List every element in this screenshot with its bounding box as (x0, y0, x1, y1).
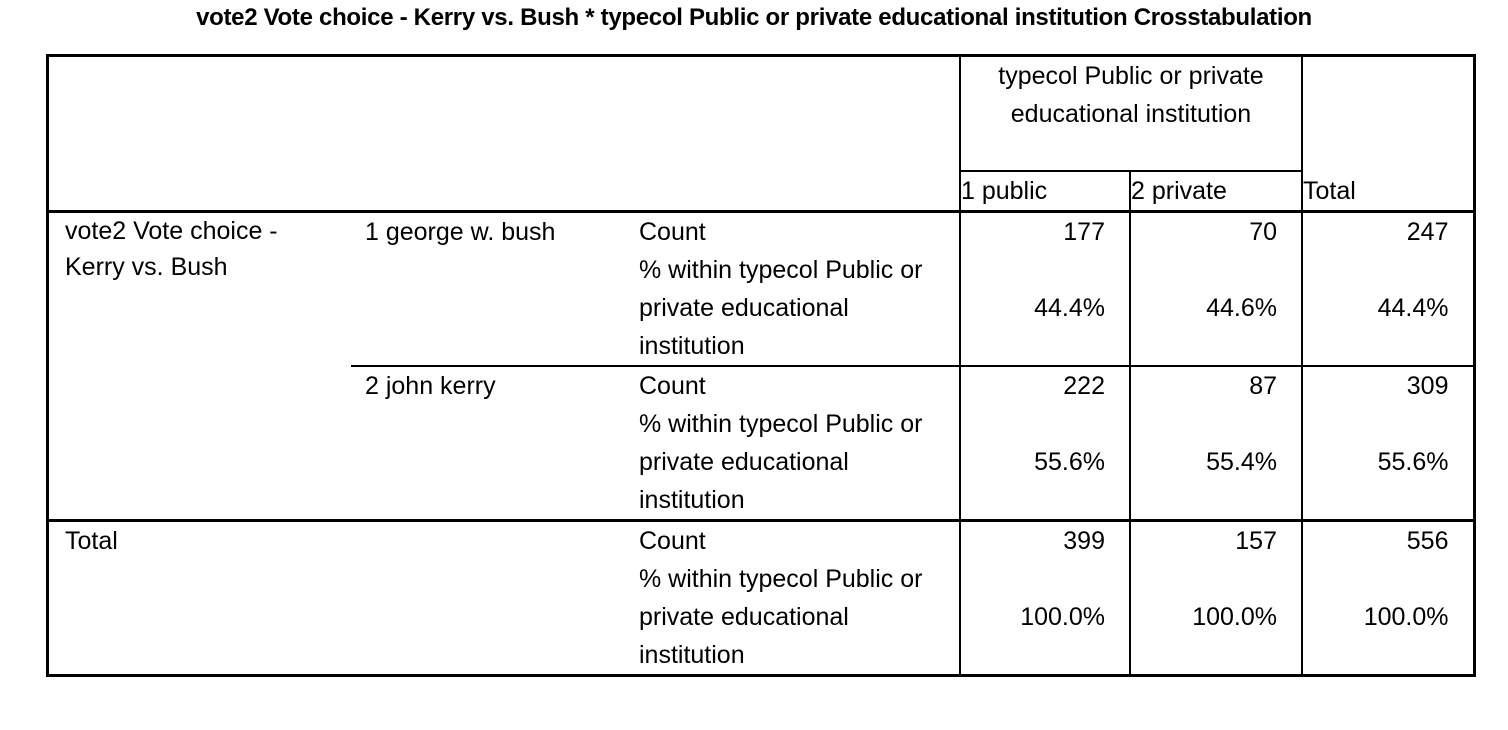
row-total-label-text: Total (65, 527, 118, 555)
stat-label-percent: % within typecol Public or private educa… (639, 560, 960, 676)
table-row: % within typecol Public or private educa… (48, 405, 1474, 521)
cell-value: 247 (1301, 210, 1474, 251)
cell-value: 55.4% (1129, 405, 1302, 521)
cell-value: 399 (959, 519, 1130, 560)
column-header-total: Total (1301, 55, 1474, 212)
stat-label-count: Count (639, 210, 960, 251)
stat-label-text: Count (639, 527, 706, 555)
column-header-public: 1 public (959, 171, 1130, 212)
column-header-total-label: Total (1303, 177, 1356, 205)
stat-label-text: % within typecol Public or private educa… (639, 256, 923, 360)
header-corner (48, 56, 961, 212)
stat-label-percent: % within typecol Public or private educa… (639, 405, 960, 521)
header-row-categories: 1 public 2 private (48, 171, 1475, 212)
table-row: % within typecol Public or private educa… (48, 251, 1474, 366)
stat-label-text: Count (639, 218, 706, 246)
column-variable-header: typecol Public or private educational in… (959, 55, 1302, 172)
cell-value: 100.0% (959, 560, 1130, 676)
stat-label-count: Count (639, 519, 960, 560)
stat-label-percent: % within typecol Public or private educa… (639, 251, 960, 366)
cell-value: 100.0% (1129, 560, 1302, 676)
cell-value: 309 (1301, 365, 1474, 405)
table-row-total: % within typecol Public or private educa… (48, 560, 1474, 676)
cell-value: 100.0% (1301, 560, 1474, 676)
column-header-private-label: 2 private (1131, 177, 1227, 205)
column-header-private: 2 private (1129, 171, 1302, 212)
cell-value: 87 (1129, 365, 1302, 405)
row-category-kerry-label: 2 john kerry (365, 372, 496, 400)
table-row: vote2 Vote choice - Kerry vs. Bush 1 geo… (47, 210, 1474, 521)
crosstab-table: typecol Public or private educational in… (46, 54, 1476, 677)
cell-value: 556 (1301, 519, 1474, 560)
cell-value: 44.6% (1129, 251, 1302, 366)
column-variable-label: typecol Public or private educational in… (998, 62, 1264, 128)
cell-value: 222 (959, 365, 1130, 405)
table-title: vote2 Vote choice - Kerry vs. Bush * typ… (196, 4, 1312, 31)
stat-label-count: Count (639, 365, 960, 405)
cell-value: 177 (959, 210, 1130, 251)
row-variable-label: vote2 Vote choice - Kerry vs. Bush (47, 210, 351, 521)
cell-value: 70 (1129, 210, 1302, 251)
stat-label-text: % within typecol Public or private educa… (639, 565, 923, 669)
cell-value: 55.6% (1301, 405, 1474, 521)
row-category-kerry: 2 john kerry (351, 365, 639, 521)
row-total-label: Total (47, 519, 639, 676)
row-category-bush-label: 1 george w. bush (365, 218, 556, 246)
table-row: 2 john kerry Count 222 87 309 (48, 365, 1474, 521)
row-variable-text: vote2 Vote choice - Kerry vs. Bush (65, 217, 278, 281)
row-category-bush: 1 george w. bush (351, 210, 639, 366)
cell-value: 55.6% (959, 405, 1130, 521)
cell-value: 157 (1129, 519, 1302, 560)
cell-value: 44.4% (1301, 251, 1474, 366)
column-header-public-label: 1 public (961, 177, 1048, 205)
stat-label-text: % within typecol Public or private educa… (639, 410, 923, 514)
stat-label-text: Count (639, 372, 706, 400)
table-row-total: Total Count 399 157 556 (47, 519, 1474, 676)
header-row-group: typecol Public or private educational in… (48, 55, 1474, 212)
cell-value: 44.4% (959, 251, 1130, 366)
